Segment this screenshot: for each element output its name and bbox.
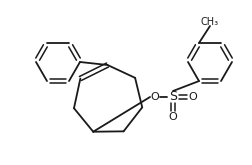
Text: O: O <box>169 112 177 122</box>
Text: O: O <box>189 92 197 102</box>
Text: O: O <box>151 92 159 102</box>
Text: S: S <box>169 90 177 103</box>
Text: CH₃: CH₃ <box>201 17 219 27</box>
